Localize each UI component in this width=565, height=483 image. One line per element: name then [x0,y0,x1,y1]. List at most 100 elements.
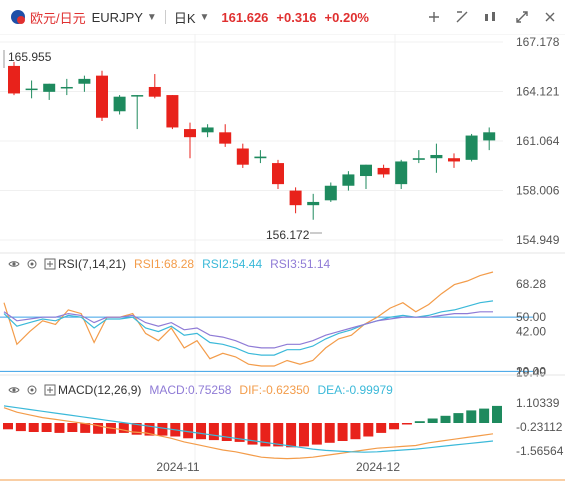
macd-bar [157,423,168,436]
macd-bar [376,423,387,433]
macd-bar [363,423,374,437]
macd-histogram [3,405,502,448]
symbol-code: EURJPY [91,9,143,25]
macd-bar [414,421,425,423]
macd-bar [401,423,412,425]
macd-legend: MACD(12,26,9) MACD:0.75258 DIF:-0.62350 … [8,383,401,397]
candle-body [254,156,267,159]
chevron-down-icon[interactable]: ▼ [199,11,210,23]
rsi2-value: RSI2:54.44 [202,257,263,271]
macd-bar [337,423,348,441]
y-tick-label: 164.121 [516,84,560,98]
macd-bar [131,423,142,435]
grid-rsi [0,316,533,372]
macd-bar [144,423,155,436]
settings-icon[interactable] [26,258,38,270]
candle-body [272,163,284,185]
macd-bar [3,423,13,430]
y-tick-label: 1.10339 [516,396,560,410]
candle-body [342,174,355,186]
macd-bar [183,423,194,439]
macd-bar [247,423,258,445]
candle-body [131,95,144,97]
x-tick-label: 2024-12 [356,460,400,474]
macd-bar [466,410,477,423]
price-change: +0.316 [276,9,317,25]
eu-flag-icon [10,9,26,25]
rsi-legend: RSI(7,14,21) RSI1:68.28 RSI2:54.44 RSI3:… [8,257,338,271]
candle-body [60,86,73,89]
grid-main [0,34,503,469]
rsi1-value: RSI1:68.28 [134,257,195,271]
symbol-selector[interactable]: 欧元/日元 EURJPY ▼ [10,8,157,27]
candle-body [377,167,390,175]
candle-body [113,96,126,112]
macd-bar [350,423,361,440]
x-tick-label: 2024-11 [156,460,199,474]
macd-bar [389,423,400,430]
macd-bar [118,423,129,433]
macd-bar [15,423,26,432]
y-tick-label: 158.006 [516,184,560,198]
draw-tool-icon[interactable] [453,8,471,26]
candle-body [25,88,38,91]
y-tick-label: 42.00 [516,325,546,339]
y-tick-label: 154.949 [516,233,560,247]
macd-bar [273,423,284,447]
add-box-icon[interactable] [44,258,56,270]
y-tick-label: 167.178 [516,35,560,49]
crosshair-icon[interactable] [425,8,443,26]
rsi-line [3,271,494,367]
eye-icon[interactable] [8,258,20,270]
chart-header: 欧元/日元 EURJPY ▼ 日K ▼ 161.626 +0.316 +0.20… [0,0,565,34]
period-selector[interactable]: 日K [173,10,196,26]
macd-bar [479,408,490,423]
date-x-axis: 2024-11 2024-12 [0,460,565,481]
macd-y-axis: 1.10339 -0.23112 -1.56564 [516,396,564,458]
price-chart: 167.178 164.121 161.064 158.006 154.949 165.… [0,34,565,481]
macd-bar [93,423,104,434]
y-tick-label: -0.23112 [516,420,563,434]
candle-body [289,190,302,206]
candle-body [166,95,179,128]
macd-bar [492,405,502,423]
high-annotation: 165.955 [8,50,52,64]
macd-bar [260,423,271,447]
candle-body [201,127,214,133]
dea-value: DEA:-0.99979 [317,383,393,397]
settings-icon[interactable] [26,384,38,396]
macd-line [3,407,494,460]
candle-body [465,135,478,160]
y-tick-label: -1.56564 [516,444,564,458]
candle-body [148,86,161,97]
y-tick-label: 50.00 [516,310,546,324]
candle-body [78,78,91,84]
candle-body [412,158,425,160]
price-y-axis: 167.178 164.121 161.064 158.006 154.949 [516,35,560,247]
rsi-series [3,271,494,367]
symbol-cn-name: 欧元/日元 [30,10,86,26]
candle-body [43,83,56,92]
dif-value: DIF:-0.62350 [239,383,310,397]
add-box-icon[interactable] [44,384,56,396]
divider [164,10,166,24]
macd-bar [41,423,52,432]
macd-line [3,405,494,453]
macd-bar [311,423,322,445]
candle-body [395,161,408,185]
macd-bar [28,423,39,432]
close-icon[interactable] [541,8,559,26]
y-tick-label: 19.49 [516,365,546,379]
macd-bar [234,423,245,442]
current-price: 161.626 [221,9,269,25]
candle-body [96,75,108,118]
chevron-down-icon[interactable]: ▼ [146,11,157,23]
candle-body [236,148,249,165]
macd-bar [324,423,335,443]
macd-bar [54,423,65,433]
expand-icon[interactable] [513,8,531,26]
candlestick-series [3,50,496,234]
indicator-icon[interactable] [481,8,499,26]
eye-icon[interactable] [8,384,20,396]
